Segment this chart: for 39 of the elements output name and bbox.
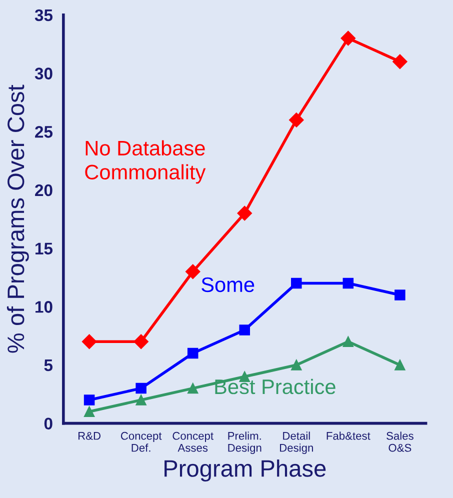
point (82, 334, 97, 350)
x-tick-label: Sales O&S (386, 432, 414, 452)
point (134, 334, 148, 350)
point (84, 406, 95, 418)
point (392, 54, 408, 70)
x-tick-label: Detail Design (280, 432, 313, 454)
point (288, 112, 304, 128)
x-tick-label: Concept Asses (172, 432, 214, 452)
y-tick-label: 10 (36, 301, 52, 313)
point (136, 394, 146, 406)
x-tick-label: R&D (78, 432, 101, 440)
point (187, 348, 198, 359)
y-tick-label: 25 (35, 126, 53, 138)
point (136, 382, 146, 394)
point (342, 336, 354, 348)
point (239, 324, 250, 336)
point (394, 360, 406, 370)
y-tick-label: 30 (34, 68, 52, 80)
series-label: Some (202, 277, 254, 292)
x-tick-label: Fab&test (326, 432, 370, 440)
x-tick-label: Prelim. Design (228, 432, 262, 454)
point (394, 290, 406, 300)
y-tick-label: 0 (44, 418, 52, 430)
text: No Database Commonality (85, 140, 206, 184)
y-tick-label: 5 (44, 360, 53, 372)
y-tick-label: 15 (36, 242, 53, 254)
x-tick-label: Concept Def. (120, 432, 162, 452)
y-tick-label: 35 (34, 9, 53, 22)
point (185, 264, 200, 280)
point (340, 30, 356, 46)
point (84, 394, 95, 406)
point (342, 278, 354, 289)
point (291, 278, 302, 289)
point (237, 206, 252, 221)
y-axis-title: % of Programs Over Cost (6, 84, 29, 353)
x-axis-title: Program Phase (164, 460, 326, 482)
point (291, 360, 302, 370)
y-tick-label: 20 (35, 184, 52, 196)
point (187, 382, 198, 394)
